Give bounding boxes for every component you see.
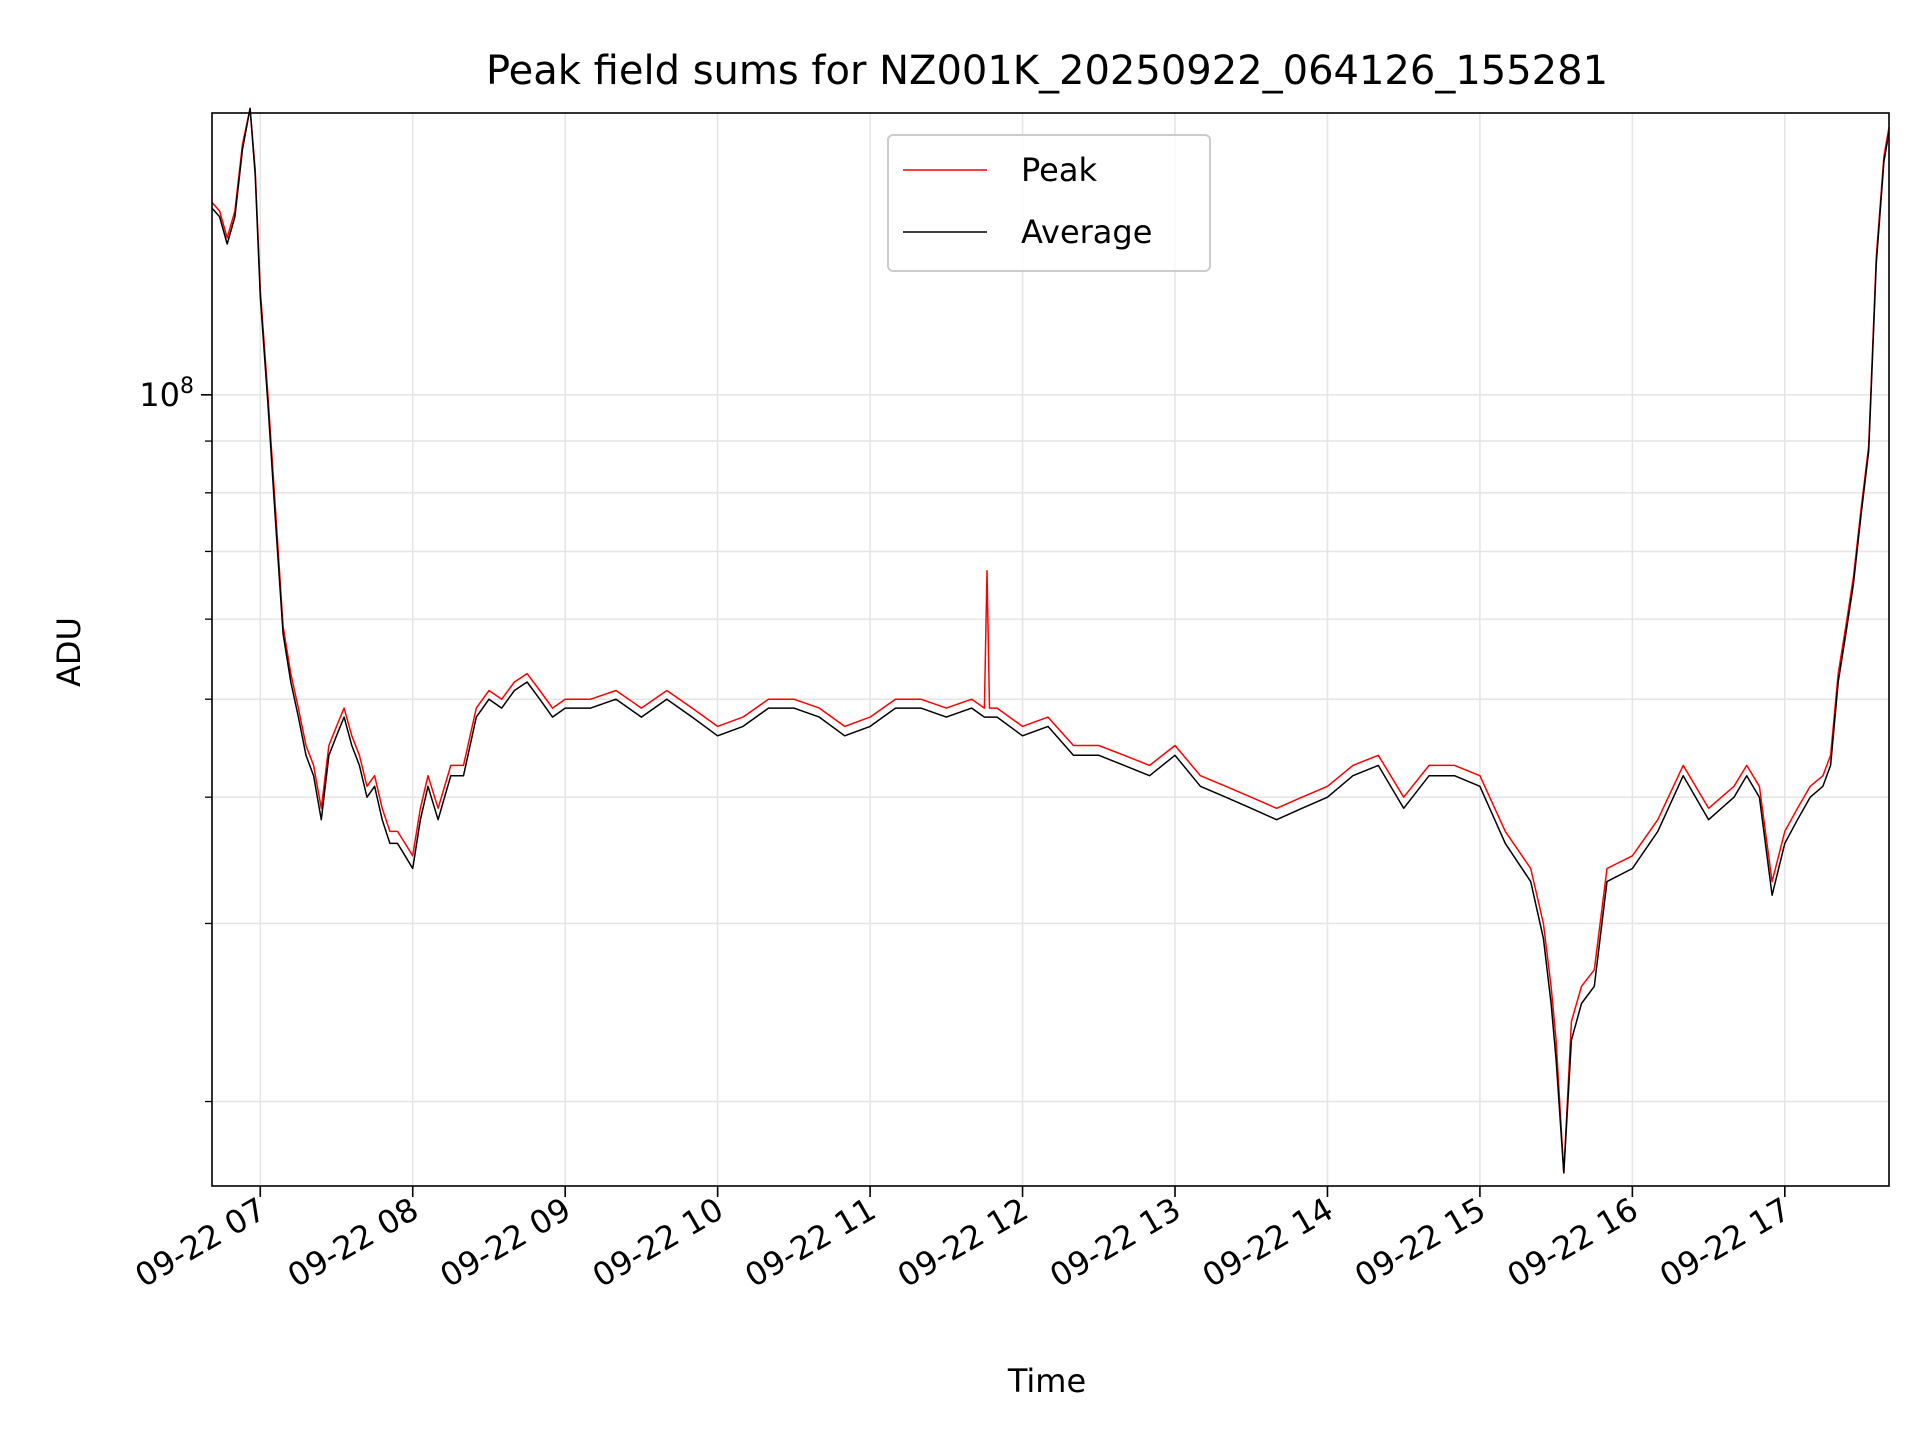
- y-tick-label: 108: [139, 374, 194, 414]
- y-tick-label-exponent: 8: [180, 374, 194, 399]
- series-line-average: [211, 107, 1890, 1174]
- legend-label-average: Average: [1021, 213, 1152, 251]
- legend: Peak Average: [887, 134, 1211, 272]
- plot-frame: [211, 112, 1890, 1187]
- y-axis-label: ADU: [50, 617, 88, 687]
- legend-box: [887, 134, 1211, 272]
- chart-title: Peak field sums for NZ001K_20250922_0641…: [486, 48, 1608, 94]
- y-tick-label-base: 10: [139, 376, 180, 414]
- legend-label-peak: Peak: [1021, 151, 1097, 189]
- series-layer: [211, 107, 1890, 1174]
- grid: [212, 113, 1889, 1186]
- series-line-peak: [211, 107, 1890, 1174]
- x-axis-label: Time: [1007, 1362, 1086, 1400]
